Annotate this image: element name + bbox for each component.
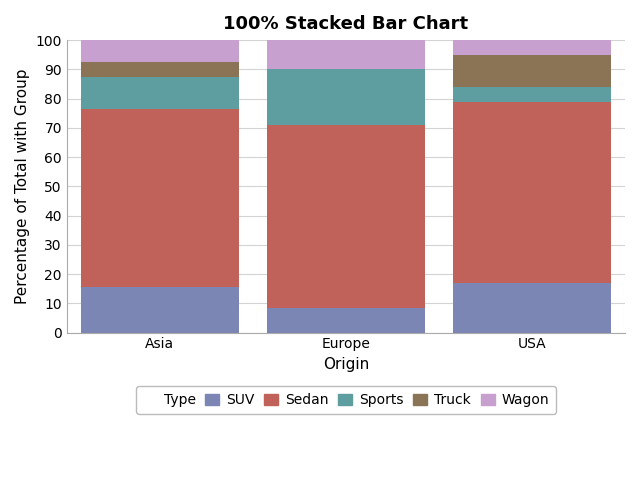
Bar	[267, 40, 425, 70]
Legend: Type, SUV, Sedan, Sports, Truck, Wagon: Type, SUV, Sedan, Sports, Truck, Wagon	[136, 386, 556, 414]
Bar	[267, 125, 425, 308]
Y-axis label: Percentage of Total with Group: Percentage of Total with Group	[15, 69, 30, 304]
Bar	[453, 87, 611, 102]
Bar	[453, 283, 611, 333]
Bar	[267, 308, 425, 333]
Title: 100% Stacked Bar Chart: 100% Stacked Bar Chart	[223, 15, 468, 33]
Bar	[81, 62, 239, 77]
Bar	[81, 77, 239, 109]
Bar	[453, 40, 611, 55]
Bar	[267, 70, 425, 125]
Bar	[81, 40, 239, 62]
Bar	[81, 109, 239, 288]
X-axis label: Origin: Origin	[323, 357, 369, 372]
Bar	[81, 288, 239, 333]
Bar	[453, 55, 611, 87]
Bar	[453, 102, 611, 283]
